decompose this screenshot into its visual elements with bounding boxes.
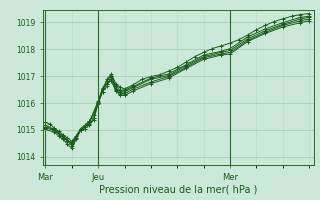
X-axis label: Pression niveau de la mer( hPa ): Pression niveau de la mer( hPa ) bbox=[99, 184, 258, 194]
